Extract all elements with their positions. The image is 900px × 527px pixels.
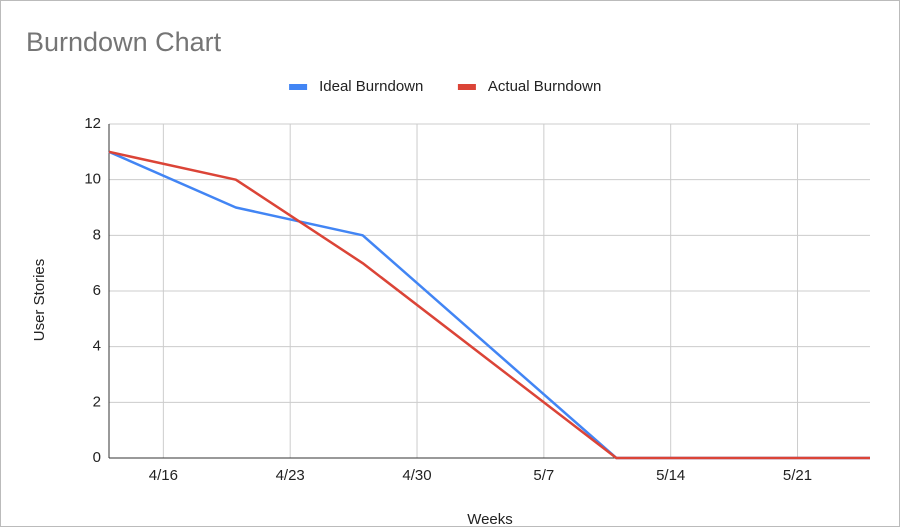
- legend-label: Ideal Burndown: [319, 78, 423, 95]
- x-tick-label: 5/21: [783, 467, 812, 484]
- y-axis-title: User Stories: [31, 259, 48, 342]
- y-tick-label: 6: [93, 282, 101, 299]
- x-tick-label: 5/14: [656, 467, 685, 484]
- x-tick-label: 4/16: [149, 467, 178, 484]
- x-tick-label: 4/30: [402, 467, 431, 484]
- y-tick-label: 2: [93, 393, 101, 410]
- y-tick-label: 8: [93, 226, 101, 243]
- x-tick-label: 5/7: [533, 467, 554, 484]
- legend-swatch: [457, 84, 476, 90]
- y-tick-label: 12: [84, 115, 101, 132]
- x-axis-title: Weeks: [467, 511, 513, 527]
- legend-label: Actual Burndown: [488, 78, 601, 95]
- x-tick-label: 4/23: [276, 467, 305, 484]
- legend-swatch: [289, 84, 308, 90]
- y-tick-label: 4: [93, 338, 101, 355]
- y-tick-label: 0: [93, 449, 101, 466]
- chart-title: Burndown Chart: [26, 27, 222, 57]
- series-line: [108, 150, 870, 460]
- y-tick-label: 10: [84, 171, 101, 188]
